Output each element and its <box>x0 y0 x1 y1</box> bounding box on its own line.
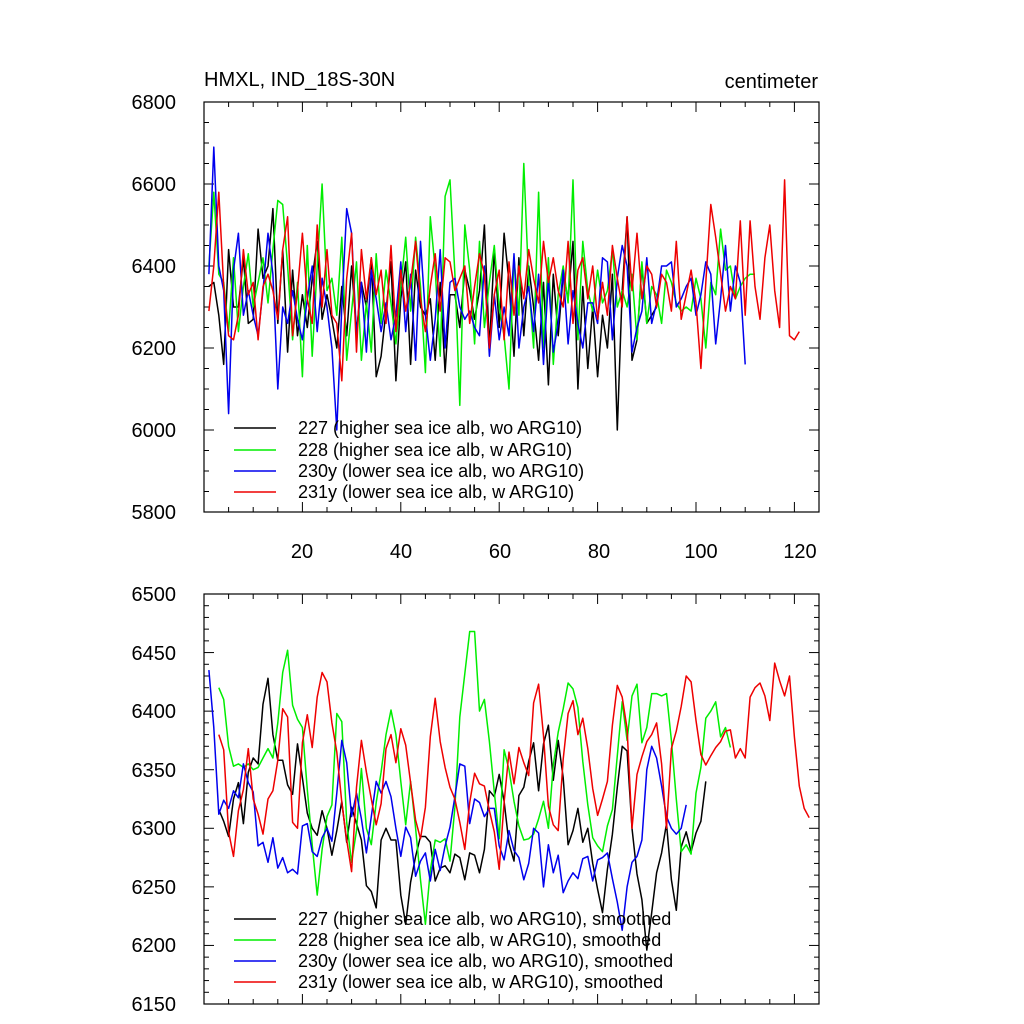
bottom-y-tick-label: 6350 <box>132 760 177 782</box>
bottom-y-tick-labels: 6150 6200 6250 6300 6350 6400 6450 6500 <box>132 584 177 1016</box>
bottom-y-tick-label: 6300 <box>132 818 177 840</box>
top-y-tick-label: 6200 <box>132 338 177 360</box>
bottom-legend-label-228: 228 (higher sea ice alb, w ARG10), smoot… <box>298 930 661 950</box>
bottom-legend-label-227: 227 (higher sea ice alb, wo ARG10), smoo… <box>298 909 671 929</box>
top-y-tick-label: 6400 <box>132 256 177 278</box>
bottom-y-tick-label: 6200 <box>132 935 177 957</box>
bottom-legend-label-231y: 231y (lower sea ice alb, w ARG10), smoot… <box>298 972 663 992</box>
bottom-series-line-228 <box>218 630 732 926</box>
top-x-tick-label: 60 <box>489 541 511 563</box>
bottom-series-group <box>208 630 810 951</box>
top-y-tick-label: 6800 <box>132 92 177 114</box>
top-title-left: HMXL, IND_18S-30N <box>204 69 395 91</box>
top-series-line-227 <box>208 207 658 431</box>
bottom-y-tick-label: 6150 <box>132 994 177 1016</box>
top-x-tick-label: 120 <box>783 541 816 563</box>
bottom-series-line-227 <box>218 677 707 951</box>
bottom-series-line-231y <box>218 662 810 873</box>
bottom-legend-label-230y: 230y (lower sea ice alb, wo ARG10), smoo… <box>298 951 673 971</box>
bottom-plot-frame <box>203 593 820 1005</box>
bottom-y-tick-label: 6450 <box>132 643 177 665</box>
top-y-tick-label: 6600 <box>132 174 177 196</box>
bottom-y-tick-label: 6500 <box>132 584 177 606</box>
bottom-panel: 6150 6200 6250 6300 6350 6400 6450 6500 … <box>132 584 820 1016</box>
top-y-tick-label: 6000 <box>132 420 177 442</box>
top-x-tick-labels: 20 40 60 80 100 120 <box>291 541 817 563</box>
bottom-axis-ticks <box>203 593 820 1005</box>
top-y-tick-labels: 5800 6000 6200 6400 6600 6800 <box>132 92 177 524</box>
bottom-y-tick-label: 6400 <box>132 701 177 723</box>
top-series-line-231y <box>208 179 800 382</box>
top-legend-label-231y: 231y (lower sea ice alb, w ARG10) <box>298 482 574 502</box>
top-x-tick-label: 20 <box>291 541 313 563</box>
top-y-tick-label: 5800 <box>132 502 177 524</box>
bottom-y-tick-label: 6250 <box>132 877 177 899</box>
top-legend: 227 (higher sea ice alb, wo ARG10) 228 (… <box>234 418 584 502</box>
top-x-tick-label: 40 <box>390 541 412 563</box>
top-axis-ticks <box>203 101 820 513</box>
top-panel: HMXL, IND_18S-30N centimeter 5800 6000 6… <box>132 69 820 563</box>
top-title-right: centimeter <box>725 71 819 93</box>
bottom-series-line-230y <box>208 670 687 931</box>
top-x-tick-label: 100 <box>684 541 717 563</box>
top-series-group <box>208 146 800 431</box>
top-legend-label-227: 227 (higher sea ice alb, wo ARG10) <box>298 418 582 438</box>
top-x-tick-label: 80 <box>588 541 610 563</box>
top-legend-label-230y: 230y (lower sea ice alb, wo ARG10) <box>298 461 584 481</box>
bottom-legend: 227 (higher sea ice alb, wo ARG10), smoo… <box>234 909 673 992</box>
top-legend-label-228: 228 (higher sea ice alb, w ARG10) <box>298 440 572 460</box>
